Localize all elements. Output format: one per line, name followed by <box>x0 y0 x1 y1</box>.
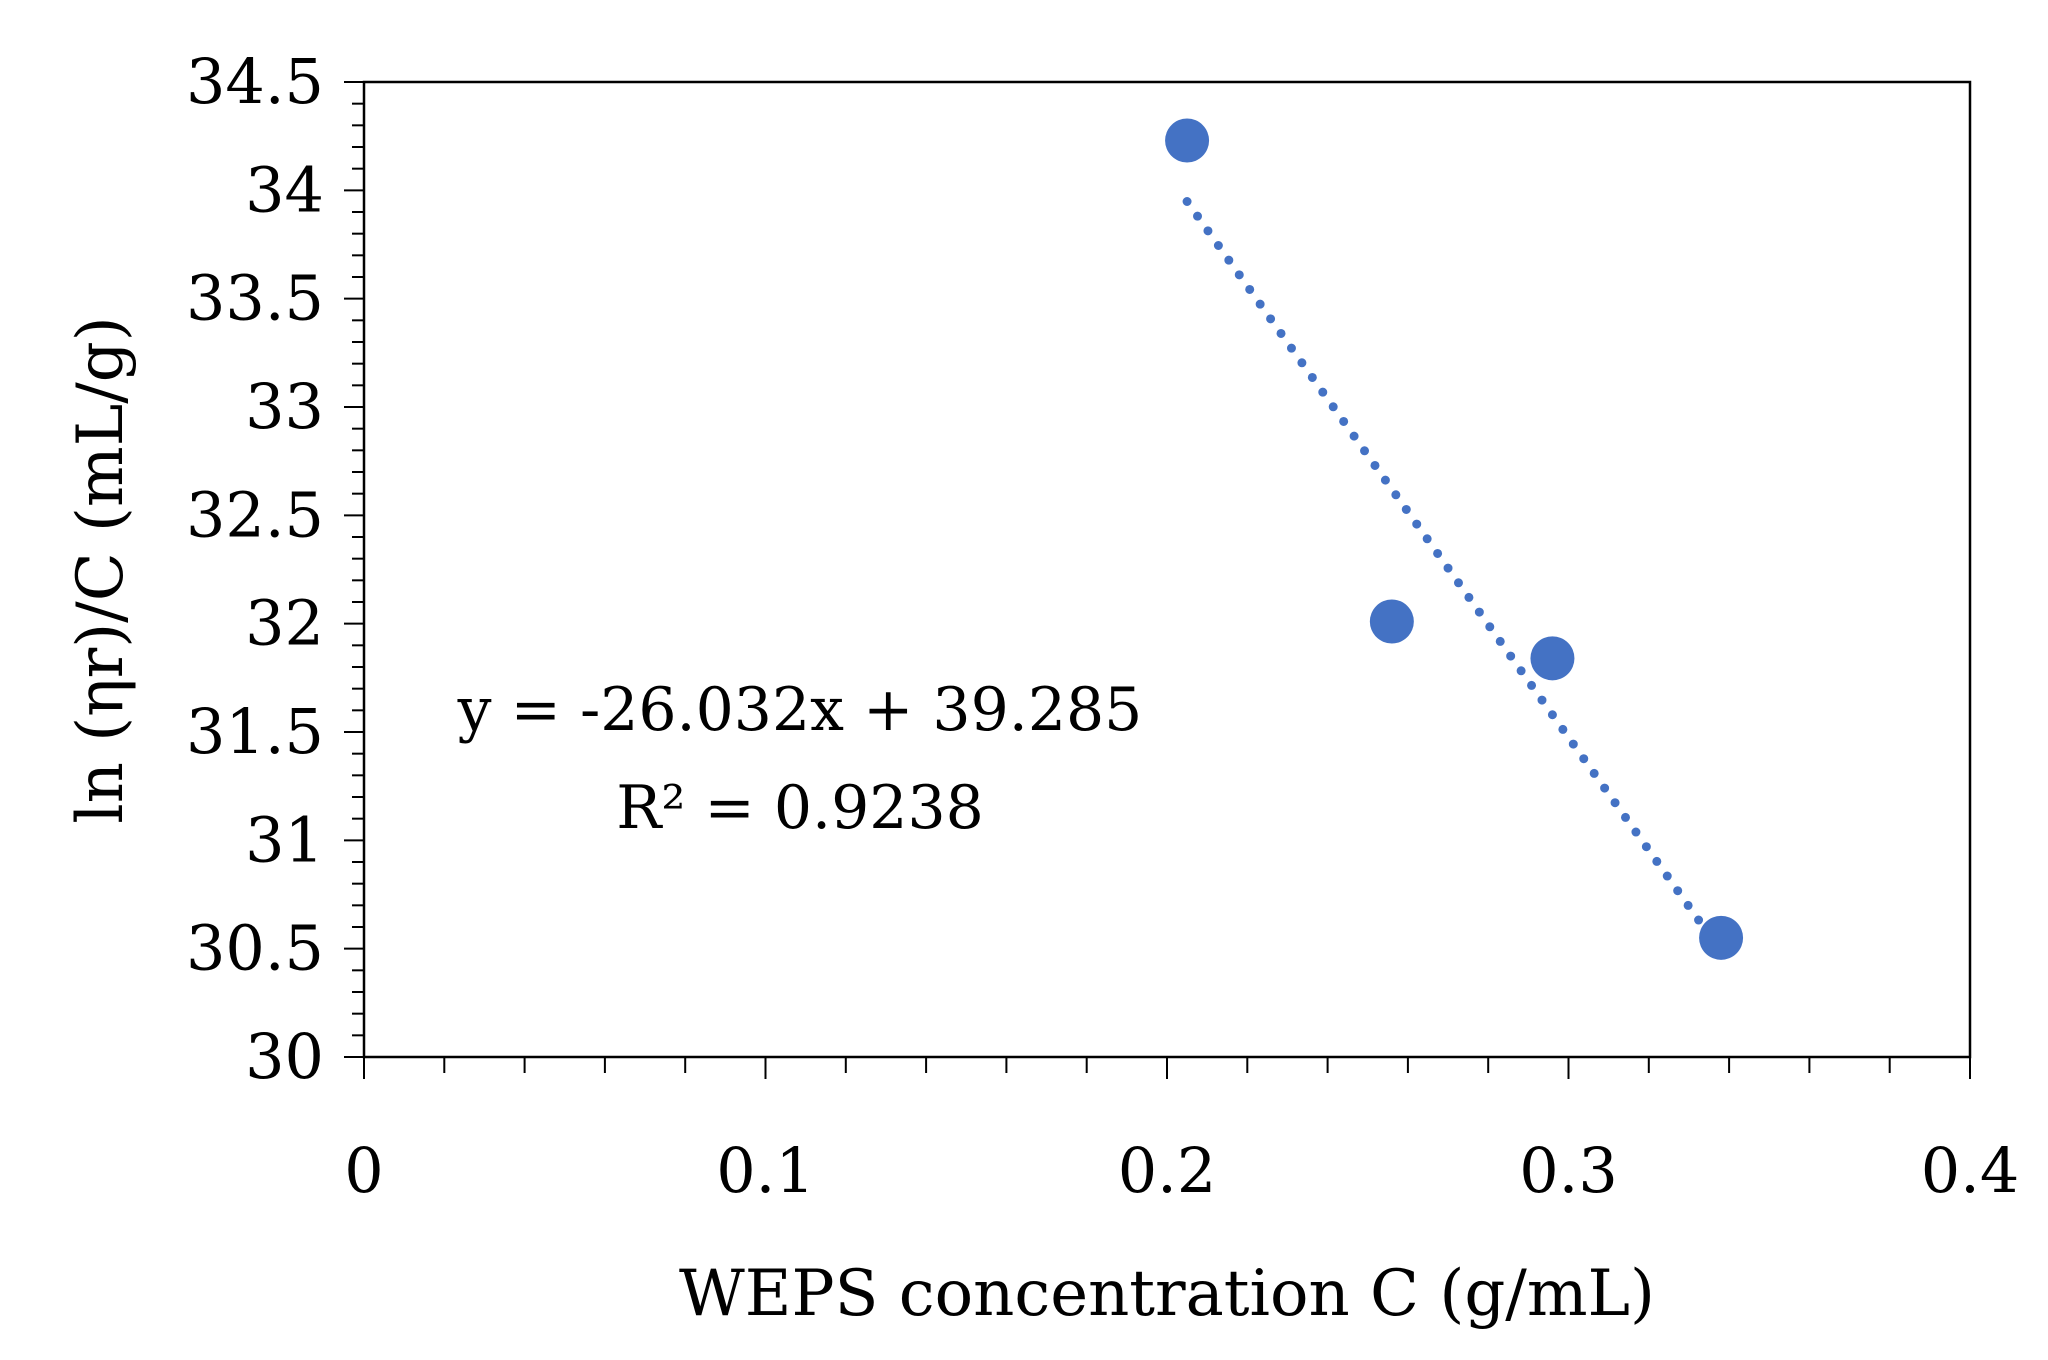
x-tick-label: 0.1 <box>716 1134 815 1207</box>
y-axis-title: ln (ηr)/C (mL/g) <box>64 316 138 823</box>
x-tick-label: 0 <box>344 1134 383 1207</box>
y-tick-label: 31.5 <box>186 695 324 768</box>
y-tick-label: 34 <box>245 153 324 226</box>
x-axis-tick-labels: 0 0.1 0.2 0.3 0.4 <box>344 1134 2019 1207</box>
x-tick-label: 0.2 <box>1118 1134 1217 1207</box>
x-axis-ticks <box>363 1057 1971 1079</box>
y-axis-ticks <box>344 81 364 1058</box>
data-points <box>1165 118 1744 960</box>
plot-area <box>362 80 1972 1059</box>
data-point <box>1530 636 1575 681</box>
trendline-r-squared: R² = 0.9238 <box>616 773 984 843</box>
x-tick-label: 0.3 <box>1519 1134 1618 1207</box>
x-tick-label: 0.4 <box>1921 1134 2020 1207</box>
y-tick-label: 33 <box>245 370 324 443</box>
y-tick-label: 32 <box>245 587 324 660</box>
y-tick-label: 30 <box>245 1020 324 1093</box>
y-tick-label: 33.5 <box>186 262 324 335</box>
y-tick-label: 31 <box>245 803 324 876</box>
trendline-equation: y = -26.032x + 39.285 <box>457 675 1143 745</box>
y-tick-label: 32.5 <box>186 478 324 551</box>
data-point <box>1699 915 1744 960</box>
y-axis-tick-labels: 30 30.5 31 31.5 32 32.5 33 33.5 34 34.5 <box>186 45 324 1093</box>
x-axis-title: WEPS concentration C (g/mL) <box>679 1257 1655 1331</box>
data-point <box>1369 599 1414 644</box>
y-tick-label: 34.5 <box>186 45 324 118</box>
data-point <box>1165 118 1210 163</box>
y-tick-label: 30.5 <box>186 912 324 985</box>
